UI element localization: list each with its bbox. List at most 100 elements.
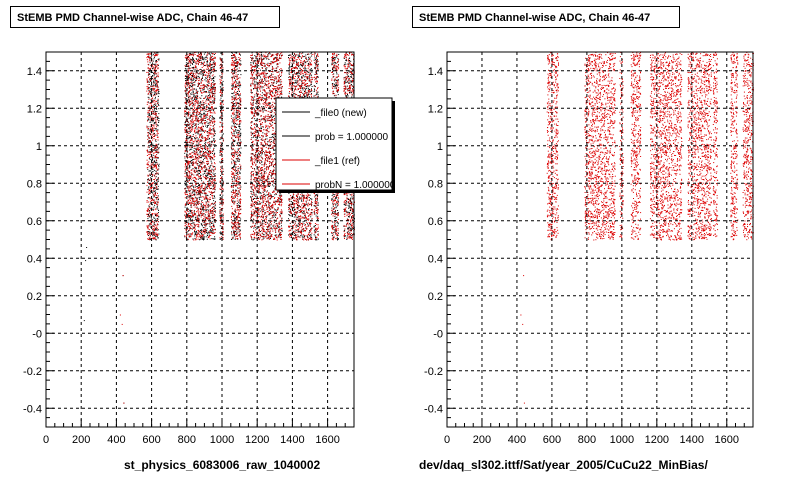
data-point: [155, 191, 157, 193]
data-point: [271, 136, 273, 138]
data-point: [261, 100, 262, 102]
data-point: [150, 226, 152, 228]
data-point: [237, 129, 239, 131]
data-point: [156, 85, 158, 87]
data-point: [187, 175, 189, 177]
data-point: [213, 188, 214, 190]
data-point: [197, 132, 199, 134]
data-point: [194, 97, 196, 99]
data-point: [231, 161, 233, 163]
data-point: [235, 174, 237, 176]
data-point: [255, 93, 257, 95]
data-point: [213, 153, 215, 155]
data-point: [240, 229, 241, 231]
data-point: [310, 68, 312, 69]
data-point: [153, 208, 155, 210]
data-point: [272, 166, 274, 167]
data-point: [297, 225, 299, 227]
data-point: [222, 215, 224, 217]
data-point: [205, 125, 207, 127]
data-point: [151, 78, 153, 79]
data-point: [270, 224, 272, 226]
data-point: [258, 180, 260, 182]
data-point: [252, 104, 254, 106]
data-point: [237, 102, 239, 104]
data-point: [306, 94, 307, 96]
data-point: [153, 109, 155, 111]
data-point: [235, 218, 237, 220]
data-point: [153, 163, 155, 165]
data-point: [234, 209, 236, 211]
data-point: [191, 161, 193, 163]
data-point: [152, 192, 153, 194]
data-point: [252, 57, 254, 59]
data-point: [211, 216, 213, 218]
data-point: [204, 209, 206, 211]
data-point: [201, 71, 203, 73]
data-point: [212, 228, 213, 230]
data-point: [265, 74, 267, 76]
data-point: [237, 142, 239, 143]
data-point: [273, 134, 275, 136]
data-point: [214, 101, 215, 103]
data-point: [204, 79, 206, 81]
data-point: [281, 230, 283, 232]
data-point: [222, 228, 224, 230]
data-point: [203, 190, 205, 192]
data-point: [302, 92, 304, 94]
data-point: [201, 139, 203, 141]
data-point: [190, 85, 192, 87]
data-point: [273, 221, 275, 223]
data-point: [200, 236, 202, 238]
data-point: [206, 209, 207, 211]
data-point: [232, 230, 234, 232]
data-point: [210, 64, 212, 66]
data-point: [206, 152, 208, 154]
data-point: [272, 121, 274, 123]
data-point: [209, 76, 211, 78]
data-point: [187, 157, 188, 159]
data-point: [194, 181, 196, 183]
data-point: [212, 128, 214, 130]
data-point: [199, 106, 201, 108]
data-point: [239, 135, 241, 136]
data-point: [149, 121, 151, 123]
data-point: [221, 199, 223, 201]
data-point: [188, 217, 190, 218]
data-point: [148, 205, 150, 207]
data-point: [270, 102, 271, 104]
data-point: [272, 70, 273, 72]
data-point: [238, 114, 240, 115]
data-point: [187, 145, 189, 147]
data-point: [230, 102, 232, 104]
data-point: [209, 218, 211, 219]
data-point: [200, 166, 202, 168]
data-point: [201, 180, 203, 182]
data-point: [206, 209, 208, 211]
data-point: [200, 97, 202, 99]
data-point: [193, 187, 195, 189]
data-point: [214, 64, 216, 66]
data-point: [153, 234, 155, 236]
data-point: [263, 97, 265, 99]
data-point: [261, 174, 263, 176]
data-point: [239, 205, 241, 207]
data-point: [307, 223, 308, 225]
data-point: [153, 188, 154, 190]
data-point: [204, 143, 206, 145]
data-point: [158, 93, 160, 95]
data-point: [231, 231, 232, 233]
data-point: [213, 139, 215, 141]
data-point: [239, 99, 240, 101]
data-point: [152, 191, 154, 193]
data-point: [221, 200, 223, 202]
data-point: [222, 149, 224, 150]
data-point: [188, 179, 190, 181]
data-point: [211, 109, 213, 111]
data-point: [236, 129, 238, 131]
data-point: [207, 200, 209, 202]
data-point: [306, 86, 307, 88]
data-point: [201, 208, 203, 210]
data-point: [191, 76, 193, 78]
data-point: [200, 150, 202, 152]
